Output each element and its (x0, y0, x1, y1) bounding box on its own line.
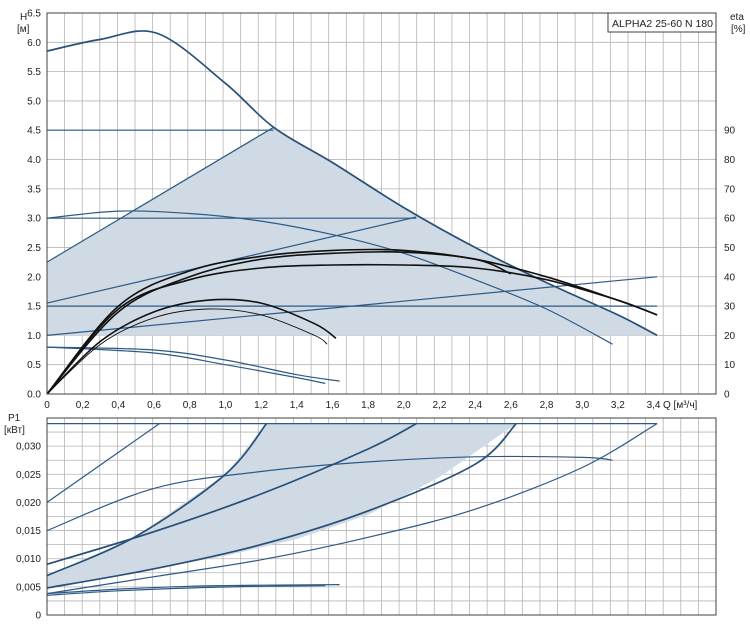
y-tick-label: 4.0 (27, 155, 41, 166)
eta-tick-label: 30 (724, 302, 736, 313)
p1-tick-label: 0,020 (16, 498, 41, 509)
top-ylabel-unit: [м] (17, 24, 30, 35)
p1-tick-label: 0,030 (16, 442, 41, 453)
top-plot-frame (46, 12, 717, 395)
top-shaded-region (47, 127, 658, 336)
x-tick-label: 2,2 (433, 400, 447, 411)
y-tick-label: 6.5 (27, 9, 41, 20)
eta-tick-label: 70 (724, 184, 736, 195)
power-curve (46, 422, 517, 589)
bottom-shaded-region (47, 423, 517, 588)
x-tick-label: 3,2 (611, 400, 625, 411)
y-tick-label: 5.0 (27, 96, 41, 107)
bottom-plot-frame (46, 417, 717, 616)
y-tick-label: 3.5 (27, 184, 41, 195)
power-curve (46, 422, 417, 566)
power-curve (46, 584, 340, 595)
bottom-grid (47, 418, 716, 615)
y-tick-label: 1.5 (27, 302, 41, 313)
eta-tick-label: 20 (724, 331, 736, 342)
eta-tick-label: 80 (724, 155, 736, 166)
head-curve (46, 210, 613, 345)
x-tick-label: 1,2 (254, 400, 268, 411)
power-curve (46, 455, 613, 532)
y-tick-label: 0.0 (27, 390, 41, 401)
x-tick-label: 3,4 (647, 400, 661, 411)
efficiency-curve (46, 298, 337, 395)
y-tick-label: 2.5 (27, 243, 41, 254)
chart-title: ALPHA2 25-60 N 180 (612, 18, 713, 30)
right-ylabel-unit: [%] (731, 24, 746, 35)
x-tick-label: 1,0 (218, 400, 232, 411)
eta-tick-label: 10 (724, 360, 736, 371)
bottom-ylabel-unit: [кВт] (4, 425, 25, 436)
right-ylabel-symbol: eta (730, 12, 744, 23)
p1-tick-label: 0,010 (16, 554, 41, 565)
x-tick-label: 2,0 (397, 400, 411, 411)
head-curve (46, 346, 326, 384)
eta-tick-label: 90 (724, 126, 736, 137)
p1-tick-label: 0,005 (16, 582, 41, 593)
y-tick-label: 0.5 (27, 360, 41, 371)
p1-tick-label: 0 (35, 611, 41, 622)
x-tick-label: 0,4 (111, 400, 125, 411)
eta-tick-label: 0 (724, 390, 730, 401)
x-tick-label: 0 (44, 400, 50, 411)
power-curve (46, 423, 268, 577)
efficiency-curve (46, 308, 328, 395)
efficiency-curve (46, 263, 658, 395)
efficiency-curve (46, 248, 658, 395)
power-curve (46, 585, 326, 596)
power-curve (46, 423, 160, 503)
eta-tick-label: 60 (724, 214, 736, 225)
top-operating-area (47, 127, 658, 336)
p1-tick-label: 0,025 (16, 470, 41, 481)
title-box (607, 12, 717, 33)
y-tick-label: 3.0 (27, 214, 41, 225)
x-tick-label: 1,4 (290, 400, 304, 411)
power-curves (46, 422, 658, 596)
bottom-operating-area (47, 423, 517, 588)
y-tick-label: 6.0 (27, 38, 41, 49)
x-tick-label: 1,6 (325, 400, 339, 411)
x-tick-label: 1,8 (361, 400, 375, 411)
efficiency-curve (46, 250, 512, 395)
power-curve (46, 423, 658, 595)
x-tick-label: 0,2 (76, 400, 90, 411)
y-tick-label: 4.5 (27, 126, 41, 137)
x-tick-label: 0,8 (183, 400, 197, 411)
head-curve (46, 346, 340, 382)
head-curve (46, 126, 274, 263)
bottom-ylabel-symbol: P1 (8, 413, 21, 424)
top-xlabel: Q [м³/ч] (663, 400, 698, 411)
x-tick-label: 2,4 (468, 400, 482, 411)
y-tick-label: 5.5 (27, 67, 41, 78)
head-curves (46, 30, 658, 384)
eta-tick-label: 50 (724, 243, 736, 254)
efficiency-curves (46, 248, 658, 395)
y-tick-label: 1.0 (27, 331, 41, 342)
x-tick-label: 0,6 (147, 400, 161, 411)
x-tick-label: 3,0 (575, 400, 589, 411)
top-ylabel-symbol: H (20, 12, 27, 23)
eta-tick-label: 40 (724, 272, 736, 283)
head-curve (46, 276, 658, 336)
bottom-axis-ticks: 0 0,005 0,010 0,015 0,020 0,025 0,030 (16, 442, 41, 622)
top-axis-ticks: 0.0 0.5 1.0 1.5 2.0 2.5 3.0 3.5 4.0 4.5 5.0 5.5 6.0 6… (27, 9, 735, 412)
p1-tick-label: 0,015 (16, 526, 41, 537)
y-tick-label: 2.0 (27, 272, 41, 283)
head-curve (46, 30, 658, 337)
x-tick-label: 2,6 (504, 400, 518, 411)
x-tick-label: 2,8 (540, 400, 554, 411)
